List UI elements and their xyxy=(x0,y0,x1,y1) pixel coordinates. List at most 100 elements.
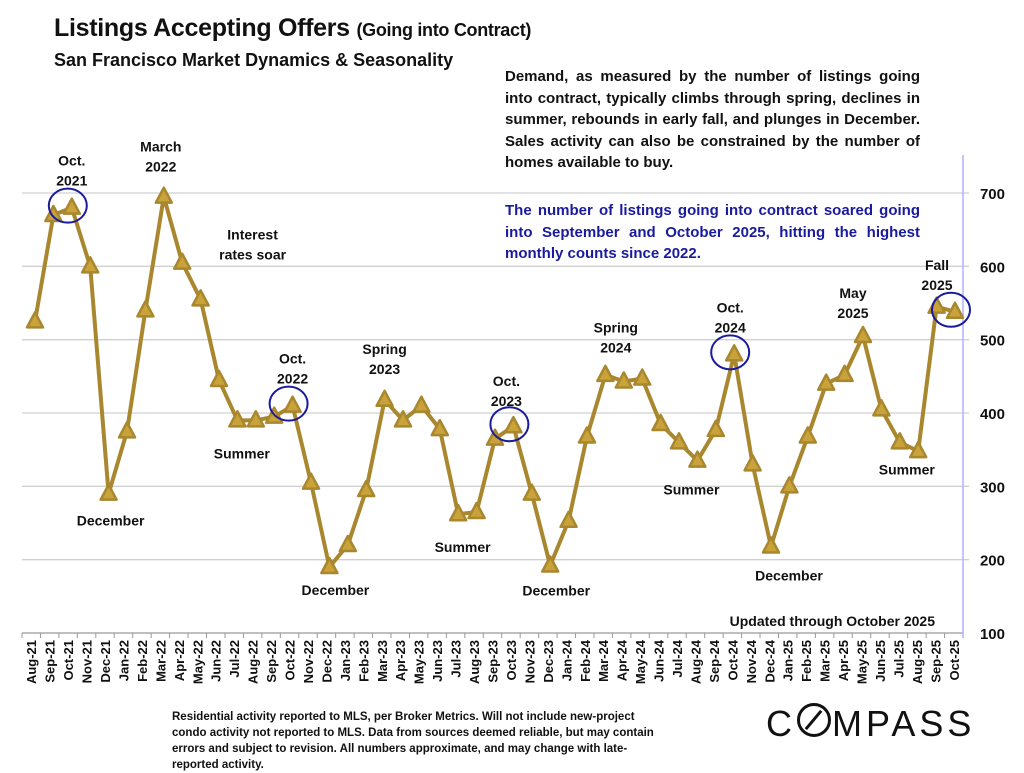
logo-text-end: MPASS xyxy=(832,703,976,744)
x-tick-label: Aug-22 xyxy=(246,640,261,684)
data-point xyxy=(577,426,597,444)
annotation-label: 2025 xyxy=(921,277,952,293)
data-point xyxy=(835,364,854,383)
x-tick-label: Sep-25 xyxy=(928,640,943,683)
x-tick-label: Jun-23 xyxy=(430,640,445,682)
x-tick-labels: Aug-21 Sep-21 Oct-21 Nov-21 Dec-21 Jan-22 Feb-… xyxy=(24,639,962,684)
annotation-label: rates soar xyxy=(219,246,286,262)
data-point xyxy=(338,534,358,553)
data-point xyxy=(890,432,910,450)
x-tick-label: Jan-24 xyxy=(559,639,574,681)
data-point xyxy=(25,311,45,329)
compass-o-icon xyxy=(797,703,831,737)
x-tick-label: Feb-25 xyxy=(799,640,814,682)
annotation-label: Oct. xyxy=(279,351,306,367)
data-point xyxy=(688,450,707,468)
data-point xyxy=(467,501,486,520)
data-point xyxy=(283,395,302,413)
data-point xyxy=(724,344,744,362)
data-point xyxy=(945,301,965,320)
data-point xyxy=(44,204,63,223)
highlight-circle xyxy=(268,385,309,422)
annotation-label: 2022 xyxy=(145,159,176,175)
data-point xyxy=(154,186,174,204)
data-point xyxy=(632,368,652,386)
y-tick-label: 400 xyxy=(980,406,1005,423)
annotation-label: Summer xyxy=(435,539,492,555)
highlight-circles xyxy=(47,187,971,443)
data-point xyxy=(743,454,762,472)
x-tick-label: Jul-24 xyxy=(670,639,685,677)
x-tick-label: Sep-24 xyxy=(707,639,722,682)
data-point xyxy=(356,479,376,498)
data-point xyxy=(816,373,836,391)
x-tick-label: Nov-22 xyxy=(301,640,316,683)
annotation-label: Oct. xyxy=(717,299,744,315)
x-tick-label: Mar-25 xyxy=(818,640,833,682)
data-point xyxy=(117,421,137,439)
x-tick-label: Aug-25 xyxy=(910,640,925,684)
updated-note: Updated through October 2025 xyxy=(730,613,936,629)
x-tick-label: Oct-25 xyxy=(947,640,962,680)
x-tick-label: Aug-21 xyxy=(24,640,39,684)
annotation-label: 2023 xyxy=(491,393,522,409)
data-point xyxy=(761,536,781,554)
annotation-label: December xyxy=(522,583,590,599)
data-point xyxy=(614,371,634,389)
x-tick-label: Jan-22 xyxy=(116,640,131,681)
y-tick-label: 100 xyxy=(980,626,1005,643)
annotation-label: 2024 xyxy=(600,339,631,355)
annotation-label: Fall xyxy=(925,257,949,273)
x-tick-label: Nov-24 xyxy=(744,639,759,683)
data-point xyxy=(540,555,560,573)
annotation-label: December xyxy=(302,582,370,598)
data-point xyxy=(559,510,578,529)
page-subtitle: San Francisco Market Dynamics & Seasonal… xyxy=(54,50,454,70)
x-tick-label: Aug-24 xyxy=(688,639,703,684)
data-point xyxy=(669,432,689,450)
x-tick-label: Jun-22 xyxy=(209,640,224,682)
data-point xyxy=(80,256,100,274)
x-tick-label: May-22 xyxy=(190,640,205,684)
x-tick-label: Dec-24 xyxy=(762,639,777,682)
y-tick-label: 300 xyxy=(980,479,1005,496)
title-main: Listings Accepting Offers xyxy=(54,14,350,42)
annotation-label: December xyxy=(755,567,823,583)
x-tick-label: Dec-22 xyxy=(319,640,334,683)
data-point xyxy=(209,369,229,388)
data-point xyxy=(172,252,192,270)
data-point xyxy=(99,483,118,501)
x-tick-label: Jul-25 xyxy=(891,640,906,678)
data-point xyxy=(228,410,247,428)
x-tick-label: Nov-21 xyxy=(80,640,95,683)
data-point xyxy=(706,419,726,438)
annotation-label: Summer xyxy=(214,445,271,461)
data-point xyxy=(872,399,891,417)
x-tick-label: Mar-22 xyxy=(153,640,168,682)
x-tick-label: Sep-23 xyxy=(486,640,501,683)
annotation-label: Interest xyxy=(227,226,278,242)
y-tick-labels: 100 200 300 400 500 600 700 xyxy=(980,186,1005,643)
annotation-label: December xyxy=(77,513,145,529)
x-tick-label: Feb-24 xyxy=(578,639,593,682)
x-tick-label: Oct-21 xyxy=(61,640,76,680)
x-tick-label: Sep-22 xyxy=(264,640,279,683)
data-point xyxy=(780,476,799,494)
annotation-label: 2023 xyxy=(369,361,400,377)
x-tick-label: May-25 xyxy=(855,640,870,684)
annotation-label: Oct. xyxy=(493,373,520,389)
x-tick-label: Aug-23 xyxy=(467,640,482,684)
logo-text-start: C xyxy=(766,703,796,744)
axes xyxy=(21,155,964,638)
chart-highlight: The number of listings going into contra… xyxy=(505,202,920,262)
data-point xyxy=(62,197,82,215)
y-tick-label: 200 xyxy=(980,553,1005,570)
x-tick-label: Apr-25 xyxy=(836,640,851,681)
x-tick-label: Oct-23 xyxy=(504,640,519,680)
annotations: Oct. 2021 March 2022 Interest rates soar Decem… xyxy=(56,139,953,599)
data-point xyxy=(430,418,450,437)
annotation-label: Spring xyxy=(594,319,638,335)
data-point xyxy=(320,556,339,575)
x-tick-label: Apr-23 xyxy=(393,640,408,681)
